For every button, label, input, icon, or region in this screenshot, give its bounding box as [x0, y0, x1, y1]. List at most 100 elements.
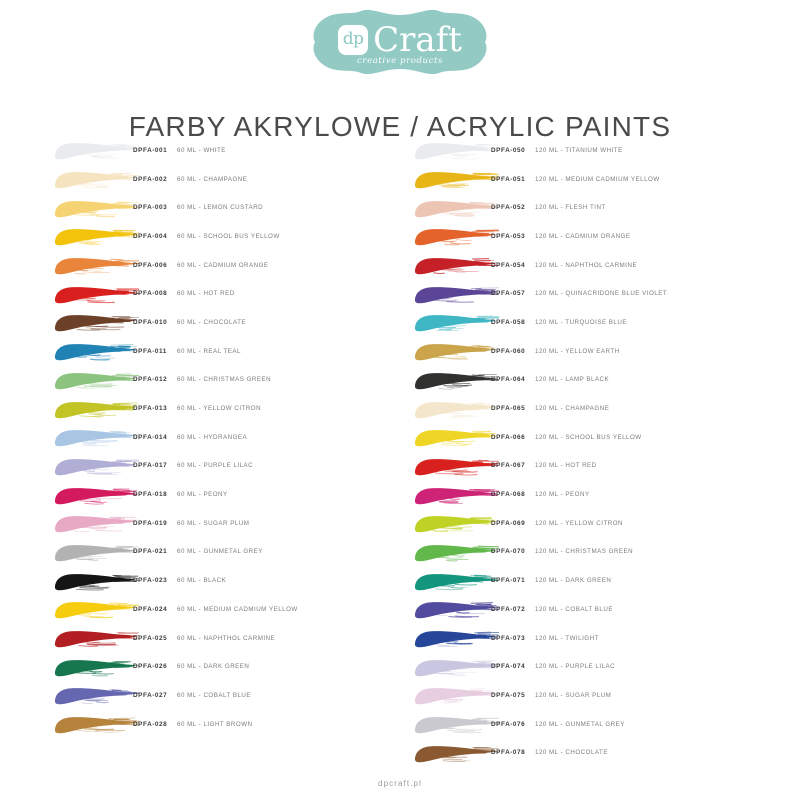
paint-description: 60 ML - CHRISTMAS GREEN [177, 376, 272, 384]
paint-swatch [53, 223, 139, 249]
paint-row[interactable]: DPFA-054 120 ML - NAPHTHOL CARMINE [413, 251, 753, 280]
paint-swatch [413, 223, 499, 249]
paint-swatch [53, 596, 139, 622]
paint-row[interactable]: DPFA-013 60 ML - YELLOW CITRON [53, 394, 393, 423]
paint-swatch [53, 137, 139, 163]
paint-row[interactable]: DPFA-012 60 ML - CHRISTMAS GREEN [53, 366, 393, 395]
paint-row[interactable]: DPFA-011 60 ML - REAL TEAL [53, 337, 393, 366]
paint-row[interactable]: DPFA-001 60 ML - WHITE [53, 136, 393, 165]
paint-row[interactable]: DPFA-025 60 ML - NAPHTHOL CARMINE [53, 624, 393, 653]
paint-code: DPFA-017 [133, 462, 168, 470]
paint-row[interactable]: DPFA-023 60 ML - BLACK [53, 566, 393, 595]
paint-row[interactable]: DPFA-072 120 ML - COBALT BLUE [413, 595, 753, 624]
paint-row[interactable]: DPFA-008 60 ML - HOT RED [53, 279, 393, 308]
paint-description: 60 ML - YELLOW CITRON [177, 405, 262, 413]
paint-code: DPFA-006 [133, 261, 168, 269]
logo-badge: dp Craft creative products [309, 9, 491, 75]
paint-row[interactable]: DPFA-021 60 ML - GUNMETAL GREY [53, 538, 393, 567]
paint-row[interactable]: DPFA-057 120 ML - QUINACRIDONE BLUE VIOLE… [413, 279, 753, 308]
paint-description: 120 ML - TWILIGHT [535, 634, 599, 642]
paint-description: 120 ML - YELLOW CITRON [535, 519, 624, 527]
paint-row[interactable]: DPFA-006 60 ML - CADMIUM ORANGE [53, 251, 393, 280]
paint-swatch [53, 367, 139, 393]
paint-row[interactable]: DPFA-073 120 ML - TWILIGHT [413, 624, 753, 653]
paint-row[interactable]: DPFA-018 60 ML - PEONY [53, 480, 393, 509]
paint-row[interactable]: DPFA-027 60 ML - COBALT BLUE [53, 681, 393, 710]
paint-swatch [413, 568, 499, 594]
paint-description: 120 ML - MEDIUM CADMIUM YELLOW [535, 175, 660, 183]
paint-row[interactable]: DPFA-067 120 ML - HOT RED [413, 452, 753, 481]
paint-description: 120 ML - DARK GREEN [535, 577, 612, 585]
paint-swatch [413, 338, 499, 364]
paint-code: DPFA-004 [133, 232, 168, 240]
paint-description: 60 ML - REAL TEAL [177, 347, 241, 355]
paint-row[interactable]: DPFA-051 120 ML - MEDIUM CADMIUM YELLOW [413, 165, 753, 194]
paint-row[interactable]: DPFA-019 60 ML - SUGAR PLUM [53, 509, 393, 538]
paint-swatch [53, 625, 139, 651]
paint-swatch [53, 568, 139, 594]
paint-swatch [53, 338, 139, 364]
paint-row[interactable]: DPFA-002 60 ML - CHAMPAGNE [53, 165, 393, 194]
paint-swatch [53, 682, 139, 708]
paint-code: DPFA-057 [491, 290, 526, 298]
paint-description: 60 ML - CADMIUM ORANGE [177, 261, 269, 269]
paint-row[interactable]: DPFA-003 60 ML - LEMON CUSTARD [53, 193, 393, 222]
paint-code: DPFA-027 [133, 691, 168, 699]
paint-code: DPFA-060 [491, 347, 526, 355]
paint-code: DPFA-066 [491, 433, 526, 441]
paint-row[interactable]: DPFA-074 120 ML - PURPLE LILAC [413, 652, 753, 681]
paint-description: 60 ML - PURPLE LILAC [177, 462, 254, 470]
paint-row[interactable]: DPFA-065 120 ML - CHAMPAGNE [413, 394, 753, 423]
paint-description: 60 ML - WHITE [177, 146, 226, 154]
paint-description: 120 ML - TURQUOISE BLUE [535, 318, 627, 326]
paint-row[interactable]: DPFA-070 120 ML - CHRISTMAS GREEN [413, 538, 753, 567]
paint-swatch [413, 625, 499, 651]
paint-code: DPFA-050 [491, 146, 526, 154]
paint-description: 60 ML - BLACK [177, 577, 227, 585]
paint-row[interactable]: DPFA-075 120 ML - SUGAR PLUM [413, 681, 753, 710]
paint-description: 120 ML - COBALT BLUE [535, 605, 613, 613]
paint-swatch [413, 654, 499, 680]
paint-row[interactable]: DPFA-060 120 ML - YELLOW EARTH [413, 337, 753, 366]
paint-description: 60 ML - CHOCOLATE [177, 318, 247, 326]
paint-swatch [53, 309, 139, 335]
paint-code: DPFA-018 [133, 491, 168, 499]
paint-row[interactable]: DPFA-071 120 ML - DARK GREEN [413, 566, 753, 595]
paint-code: DPFA-071 [491, 577, 526, 585]
paint-description: 60 ML - SCHOOL BUS YELLOW [177, 232, 280, 240]
paint-swatch [413, 367, 499, 393]
paint-code: DPFA-078 [491, 749, 526, 757]
paint-columns: DPFA-001 60 ML - WHITE DPFA-002 60 ML - CHA… [0, 136, 800, 767]
paint-row[interactable]: DPFA-010 60 ML - CHOCOLATE [53, 308, 393, 337]
paint-swatch [413, 166, 499, 192]
paint-row[interactable]: DPFA-058 120 ML - TURQUOISE BLUE [413, 308, 753, 337]
paint-row[interactable]: DPFA-076 120 ML - GUNMETAL GREY [413, 710, 753, 739]
paint-row[interactable]: DPFA-050 120 ML - TITANIUM WHITE [413, 136, 753, 165]
paint-row[interactable]: DPFA-078 120 ML - CHOCOLATE [413, 738, 753, 767]
paint-row[interactable]: DPFA-024 60 ML - MEDIUM CADMIUM YELLOW [53, 595, 393, 624]
paint-row[interactable]: DPFA-017 60 ML - PURPLE LILAC [53, 452, 393, 481]
paint-code: DPFA-008 [133, 290, 168, 298]
paint-swatch [53, 252, 139, 278]
paint-description: 120 ML - CADMIUM ORANGE [535, 232, 631, 240]
paint-row[interactable]: DPFA-026 60 ML - DARK GREEN [53, 652, 393, 681]
paint-swatch [413, 510, 499, 536]
paint-row[interactable]: DPFA-068 120 ML - PEONY [413, 480, 753, 509]
paint-code: DPFA-054 [491, 261, 526, 269]
paint-swatch [413, 137, 499, 163]
paint-row[interactable]: DPFA-014 60 ML - HYDRANGEA [53, 423, 393, 452]
paint-row[interactable]: DPFA-069 120 ML - YELLOW CITRON [413, 509, 753, 538]
paint-row[interactable]: DPFA-053 120 ML - CADMIUM ORANGE [413, 222, 753, 251]
paint-description: 120 ML - SCHOOL BUS YELLOW [535, 433, 642, 441]
paint-description: 60 ML - GUNMETAL GREY [177, 548, 263, 556]
paint-swatch [53, 711, 139, 737]
paint-row[interactable]: DPFA-064 120 ML - LAMP BLACK [413, 366, 753, 395]
paint-row[interactable]: DPFA-066 120 ML - SCHOOL BUS YELLOW [413, 423, 753, 452]
paint-row[interactable]: DPFA-004 60 ML - SCHOOL BUS YELLOW [53, 222, 393, 251]
paint-code: DPFA-070 [491, 548, 526, 556]
paint-swatch [53, 195, 139, 221]
paint-row[interactable]: DPFA-028 60 ML - LIGHT BROWN [53, 710, 393, 739]
paint-swatch [413, 482, 499, 508]
paint-description: 60 ML - NAPHTHOL CARMINE [177, 634, 276, 642]
paint-row[interactable]: DPFA-052 120 ML - FLESH TINT [413, 193, 753, 222]
